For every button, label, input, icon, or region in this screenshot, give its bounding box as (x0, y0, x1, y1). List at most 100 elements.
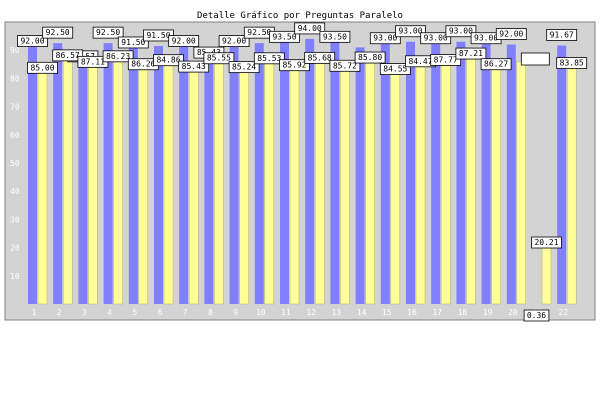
svg-text:92.00: 92.00 (499, 30, 523, 39)
value-label: 92.00 (168, 35, 200, 47)
svg-text:84.47: 84.47 (408, 57, 432, 66)
x-tick-label: 3 (82, 308, 87, 317)
bar (53, 43, 63, 305)
svg-text:91.50: 91.50 (121, 38, 145, 47)
value-label: 85.80 (354, 51, 386, 64)
y-tick-label: 90 (10, 46, 20, 55)
value-label: 87.21 (455, 47, 487, 60)
svg-text:94.00: 94.00 (298, 24, 322, 33)
value-label: 20.21 (531, 236, 562, 249)
bar (229, 44, 239, 305)
bar (280, 40, 289, 304)
bar (340, 62, 350, 305)
value-labels: 92.0092.5086.5792.5091.5091.5092.0085.43… (17, 22, 588, 322)
value-label: 93.50 (269, 30, 300, 43)
y-tick-label: 20 (10, 244, 20, 253)
bar (390, 65, 401, 305)
bar (88, 58, 98, 305)
bar (516, 61, 527, 305)
svg-text:85.00: 85.00 (30, 63, 54, 72)
y-tick-label: 10 (10, 272, 20, 281)
x-tick-label: 8 (208, 308, 213, 317)
svg-text:0.36: 0.36 (527, 311, 546, 320)
bar (289, 61, 300, 305)
svg-text:93.00: 93.00 (474, 34, 498, 43)
value-label: 84.55 (379, 63, 411, 75)
bar (305, 38, 315, 305)
bar (330, 40, 340, 304)
value-label: 93.00 (395, 25, 426, 38)
value-label: 93.00 (369, 32, 401, 45)
bar (456, 41, 466, 305)
value-label: 92.00 (218, 35, 250, 47)
bar (481, 41, 491, 305)
svg-text:86.26: 86.26 (131, 60, 155, 69)
svg-text:92.00: 92.00 (222, 37, 246, 46)
value-label: 91.50 (117, 36, 149, 49)
bar (37, 64, 48, 305)
bar (466, 57, 476, 305)
chart-title: Detalle Gráfico por Preguntas Paralelo (197, 11, 403, 21)
svg-text:85.68: 85.68 (308, 53, 332, 62)
x-tick-label: 12 (306, 308, 316, 317)
svg-text:87.77: 87.77 (434, 55, 458, 64)
bar (154, 45, 163, 304)
svg-text:85.24: 85.24 (232, 63, 256, 72)
value-label: 85.68 (304, 51, 336, 64)
x-tick-label: 5 (132, 308, 137, 317)
y-tick-label: 50 (10, 159, 20, 168)
svg-text:20.21: 20.21 (534, 238, 558, 247)
bar (179, 44, 189, 305)
value-label: 85.43 (178, 60, 210, 73)
svg-text:93.00: 93.00 (424, 34, 448, 43)
svg-text:93.50: 93.50 (272, 32, 296, 41)
bar (557, 45, 567, 304)
bar (239, 63, 249, 305)
svg-text:92.50: 92.50 (96, 28, 120, 37)
bar (254, 43, 264, 305)
svg-text:86.23: 86.23 (106, 52, 130, 61)
svg-text:87.11: 87.11 (81, 57, 105, 66)
bar (541, 246, 552, 305)
svg-text:85.55: 85.55 (207, 54, 231, 63)
value-label: 91.67 (546, 29, 578, 41)
x-tick-label: 17 (432, 308, 442, 317)
svg-text:92.00: 92.00 (20, 37, 44, 46)
bar (163, 64, 174, 305)
svg-text:93.00: 93.00 (449, 27, 473, 36)
value-label: 92.00 (17, 35, 48, 47)
svg-text:93.00: 93.00 (373, 34, 397, 43)
svg-text:86.27: 86.27 (484, 60, 508, 69)
value-label: 84.86 (153, 54, 184, 67)
value-label: 92.50 (42, 26, 74, 39)
bar (264, 62, 275, 305)
svg-text:85.92: 85.92 (282, 61, 306, 70)
x-tick-label: 2 (57, 308, 62, 317)
svg-text:93.00: 93.00 (398, 27, 422, 36)
svg-text:85.72: 85.72 (333, 61, 357, 70)
bar (406, 41, 415, 305)
value-label: 85.53 (253, 52, 285, 65)
svg-text:93.50: 93.50 (323, 32, 347, 41)
value-label: 93.50 (319, 30, 351, 43)
svg-text:87.21: 87.21 (459, 49, 483, 58)
value-label: 85.00 (27, 61, 58, 74)
x-tick-label: 22 (558, 308, 568, 317)
svg-text:83.85: 83.85 (560, 59, 584, 68)
bar (204, 63, 214, 304)
bar (440, 56, 451, 305)
value-label: 86.57 (52, 49, 84, 62)
x-tick-label: 16 (407, 308, 417, 317)
value-label: 94.00 (294, 22, 326, 35)
bar (506, 44, 516, 305)
x-tick-label: 10 (256, 308, 266, 317)
x-tick-label: 1 (32, 308, 37, 317)
x-tick-label: 15 (382, 308, 392, 317)
value-label: 86.23 (102, 50, 134, 63)
x-tick-label: 4 (107, 308, 112, 317)
bar (78, 59, 88, 304)
x-tick-label: 13 (332, 308, 342, 317)
bars (28, 38, 577, 305)
value-label: 85.24 (228, 61, 260, 74)
y-tick-label: 40 (10, 187, 20, 196)
